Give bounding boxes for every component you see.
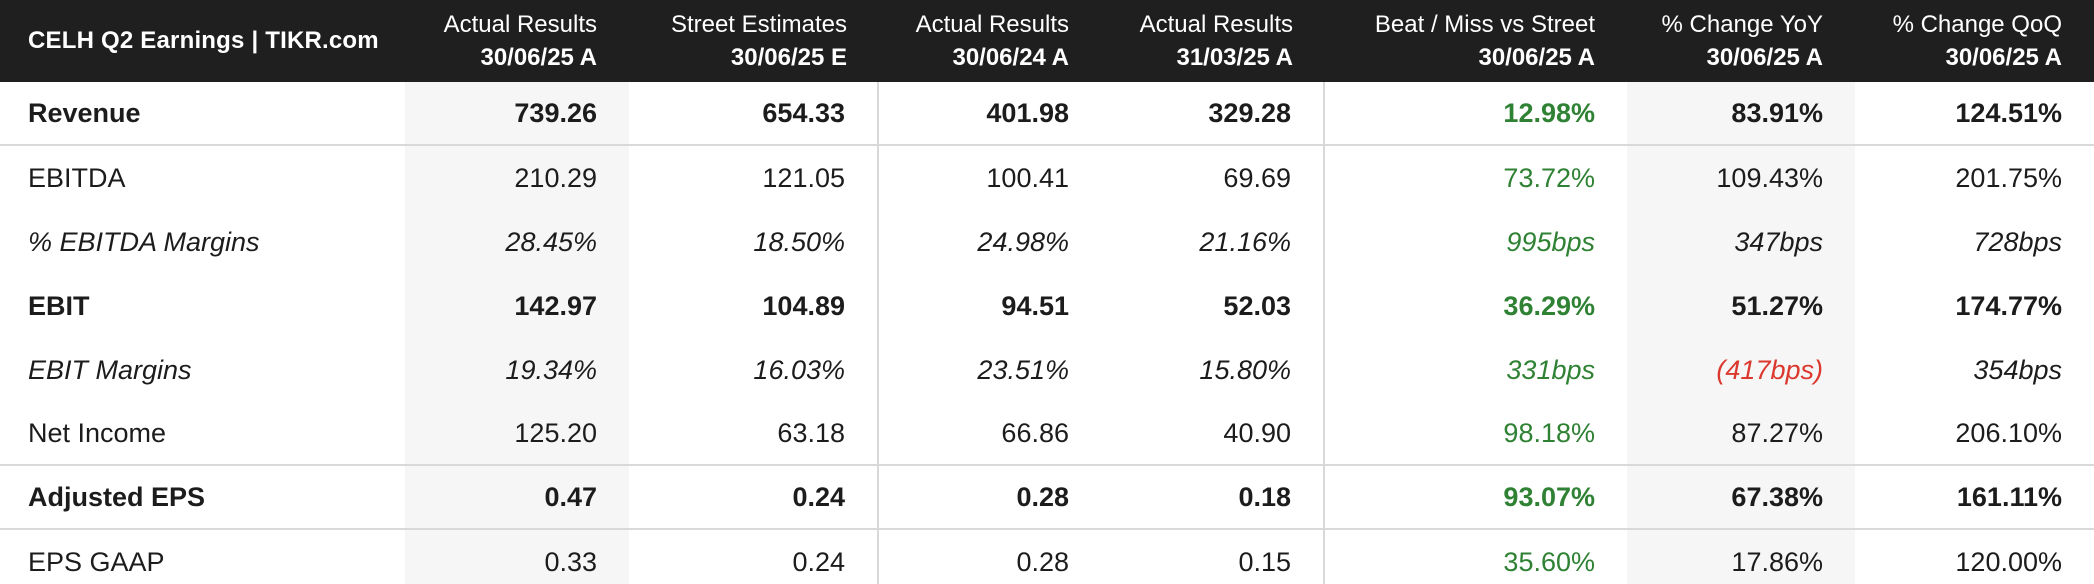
cell: 63.18 [629,402,879,464]
cell: 67.38% [1627,466,1855,528]
column-header-line1: Actual Results [1139,11,1293,38]
cell: 354bps [1973,354,2062,385]
cell: 19.34% [405,338,629,402]
cell: 40.90 [1101,402,1325,464]
cell-beat-miss: 995bps [1506,226,1595,257]
row-label: Revenue [28,97,141,128]
cell: 0.18 [1101,466,1325,528]
cell: 0.15 [1101,530,1325,584]
cell-beat-miss: 93.07% [1503,481,1595,512]
cell: 23.51% [977,354,1069,385]
cell: 109.43% [1627,146,1855,210]
cell: 347bps [1627,210,1855,274]
cell: 94.51 [1001,290,1069,321]
cell: 161.11% [1956,481,2062,512]
column-header-beat-miss: Beat / Miss vs Street 30/06/25 A [1325,8,1627,74]
cell: 201.75% [1955,162,2062,193]
cell: 401.98 [986,97,1069,128]
cell: 210.29 [405,146,629,210]
cell: 124.51% [1955,97,2062,128]
row-label: EBIT [28,290,90,321]
cell: 121.05 [629,146,879,210]
table-row-adjusted-eps: Adjusted EPS 0.47 0.24 0.28 0.18 93.07% … [0,466,2094,530]
cell-beat-miss: 331bps [1506,354,1595,385]
cell: 18.50% [629,210,879,274]
cell: 0.24 [629,530,879,584]
column-header-actual-q2-25: Actual Results 30/06/25 A [405,8,629,74]
cell-negative: (417bps) [1627,338,1855,402]
column-header-actual-q1-25: Actual Results 31/03/25 A [1101,8,1325,74]
cell: 87.27% [1627,402,1855,464]
table-header: CELH Q2 Earnings | TIKR.com Actual Resul… [0,0,2094,82]
column-header-line1: Street Estimates [670,11,847,38]
cell: 21.16% [1101,210,1325,274]
row-label: EBIT Margins [28,354,192,385]
column-header-line1: % Change QoQ [1892,11,2062,38]
row-label: % EBITDA Margins [28,226,260,257]
cell: 0.28 [1016,481,1069,512]
cell: 125.20 [405,402,629,464]
cell: 16.03% [629,338,879,402]
table-row-ebitda-margins: % EBITDA Margins 28.45% 18.50% 24.98% 21… [0,210,2094,274]
table-row-ebit-margins: EBIT Margins 19.34% 16.03% 23.51% 15.80%… [0,338,2094,402]
cell: 15.80% [1101,338,1325,402]
column-header-line1: Actual Results [915,11,1069,38]
column-header-line2: 30/06/25 A [1478,44,1595,71]
column-header-line1: Actual Results [443,11,597,38]
cell: 174.77% [1955,290,2062,321]
table-row-net-income: Net Income 125.20 63.18 66.86 40.90 98.1… [0,402,2094,466]
table-row-revenue: Revenue 739.26 654.33 401.98 329.28 12.9… [0,82,2094,146]
table-row-ebitda: EBITDA 210.29 121.05 100.41 69.69 73.72%… [0,146,2094,210]
cell: 654.33 [629,82,879,144]
cell: 100.41 [986,162,1069,193]
cell: 329.28 [1101,82,1325,144]
cell: 120.00% [1955,546,2062,577]
cell-beat-miss: 98.18% [1503,417,1595,448]
row-label: Net Income [28,417,167,448]
cell: 83.91% [1627,82,1855,144]
cell: 104.89 [629,274,879,338]
cell: 0.24 [629,466,879,528]
column-header-change-yoy: % Change YoY 30/06/25 A [1627,8,1855,74]
cell-beat-miss: 12.98% [1503,97,1595,128]
row-label: Adjusted EPS [28,481,206,512]
cell: 728bps [1973,226,2062,257]
cell: 24.98% [977,226,1069,257]
column-header-line1: Beat / Miss vs Street [1374,11,1595,38]
cell-beat-miss: 35.60% [1503,546,1595,577]
column-header-line1: % Change YoY [1661,11,1823,38]
cell: 0.28 [1016,546,1069,577]
cell: 739.26 [405,82,629,144]
table-row-ebit: EBIT 142.97 104.89 94.51 52.03 36.29% 51… [0,274,2094,338]
column-header-line2: 30/06/25 A [480,44,597,71]
row-label: EBITDA [28,162,126,193]
cell: 206.10% [1955,417,2062,448]
column-header-line2: 30/06/24 A [952,44,1069,71]
cell: 142.97 [405,274,629,338]
column-header-street-estimates: Street Estimates 30/06/25 E [629,8,879,74]
column-header-change-qoq: % Change QoQ 30/06/25 A [1855,8,2094,74]
row-label: EPS GAAP [28,546,165,577]
column-header-line2: 30/06/25 E [730,44,847,71]
cell: 51.27% [1627,274,1855,338]
cell: 0.47 [405,466,629,528]
table-title: CELH Q2 Earnings | TIKR.com [28,27,379,54]
cell: 52.03 [1101,274,1325,338]
cell-beat-miss: 36.29% [1503,290,1595,321]
cell-beat-miss: 73.72% [1503,162,1595,193]
column-header-actual-q2-24: Actual Results 30/06/24 A [879,8,1101,74]
cell: 0.33 [405,530,629,584]
cell: 66.86 [1001,417,1069,448]
column-header-line2: 30/06/25 A [1706,44,1823,71]
table-row-eps-gaap: EPS GAAP 0.33 0.24 0.28 0.15 35.60% 17.8… [0,530,2094,584]
cell: 28.45% [405,210,629,274]
column-header-line2: 30/06/25 A [1945,44,2062,71]
column-header-line2: 31/03/25 A [1176,44,1293,71]
cell: 69.69 [1101,146,1325,210]
cell: 17.86% [1627,530,1855,584]
